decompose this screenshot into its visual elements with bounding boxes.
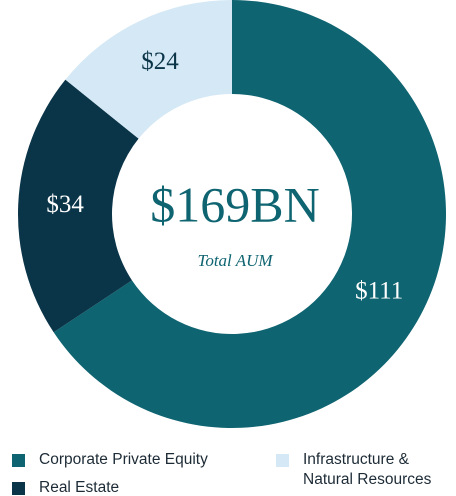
legend-swatch: [12, 482, 25, 495]
slice: [65, 0, 232, 139]
legend-item: Infrastructure & Natural Resources: [276, 450, 456, 490]
legend-swatch: [12, 454, 25, 467]
chart: $111 $34 $24 $169BN Total AUM: [18, 0, 446, 428]
value-label: $34: [46, 191, 84, 218]
slice: [18, 79, 139, 333]
slices: $111 $34 $24: [18, 0, 446, 428]
legend-item: Corporate Private Equity: [12, 450, 208, 470]
legend-swatch: [276, 454, 289, 467]
legend-label: Real Estate: [39, 479, 120, 496]
slice: [53, 0, 446, 428]
value-label: $24: [141, 48, 179, 75]
center-subtitle: Total AUM: [197, 251, 273, 270]
center-total: $169BN: [150, 176, 319, 232]
legend-label: Corporate Private Equity: [39, 451, 208, 468]
value-label: $111: [355, 278, 403, 305]
legend-item: Real Estate: [12, 478, 119, 496]
legend-label: Infrastructure & Natural Resources: [303, 451, 432, 488]
